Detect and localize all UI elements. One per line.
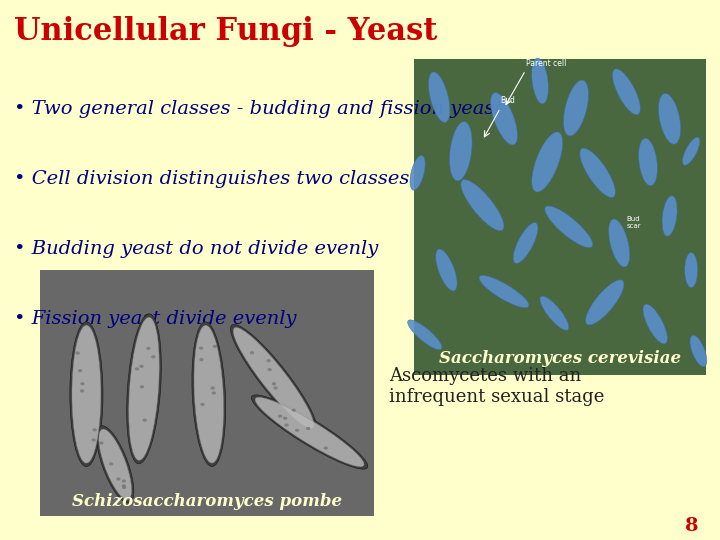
Ellipse shape: [109, 462, 113, 465]
Ellipse shape: [461, 180, 504, 231]
Ellipse shape: [93, 428, 97, 431]
Ellipse shape: [146, 347, 150, 350]
Ellipse shape: [81, 382, 85, 386]
Text: • Cell division distinguishes two classes: • Cell division distinguishes two classe…: [14, 170, 410, 188]
Ellipse shape: [274, 386, 278, 389]
Ellipse shape: [127, 314, 161, 464]
Text: Bud
scar: Bud scar: [626, 216, 641, 229]
Ellipse shape: [230, 325, 317, 431]
Ellipse shape: [251, 395, 368, 469]
Ellipse shape: [580, 148, 616, 198]
Ellipse shape: [143, 418, 147, 422]
Ellipse shape: [212, 392, 216, 395]
Ellipse shape: [135, 367, 139, 370]
Ellipse shape: [662, 196, 677, 236]
Text: 8: 8: [685, 517, 698, 535]
Ellipse shape: [140, 385, 144, 388]
Ellipse shape: [210, 387, 215, 390]
Ellipse shape: [122, 480, 126, 483]
Ellipse shape: [428, 72, 450, 123]
Ellipse shape: [122, 484, 126, 488]
Ellipse shape: [200, 403, 204, 406]
Ellipse shape: [513, 222, 538, 264]
Text: • Two general classes - budding and fission yeast: • Two general classes - budding and fiss…: [14, 100, 503, 118]
Ellipse shape: [250, 351, 254, 354]
Ellipse shape: [490, 93, 518, 145]
Ellipse shape: [306, 427, 310, 430]
Ellipse shape: [91, 438, 96, 442]
Ellipse shape: [479, 275, 529, 308]
Ellipse shape: [139, 364, 143, 368]
Ellipse shape: [613, 69, 640, 115]
Ellipse shape: [78, 369, 82, 372]
Ellipse shape: [99, 429, 132, 500]
Ellipse shape: [194, 326, 223, 463]
Text: Ascomycetes with an
infrequent sexual stage: Ascomycetes with an infrequent sexual st…: [389, 367, 604, 406]
Ellipse shape: [96, 426, 134, 503]
Ellipse shape: [683, 137, 700, 165]
Ellipse shape: [564, 80, 588, 136]
Ellipse shape: [192, 322, 225, 467]
Ellipse shape: [233, 327, 314, 429]
Ellipse shape: [283, 417, 287, 420]
Ellipse shape: [532, 132, 562, 192]
Ellipse shape: [295, 429, 300, 432]
Ellipse shape: [690, 335, 707, 367]
Ellipse shape: [323, 447, 328, 450]
Ellipse shape: [292, 408, 296, 411]
Ellipse shape: [408, 320, 442, 350]
Ellipse shape: [116, 477, 120, 481]
Ellipse shape: [70, 322, 103, 467]
Bar: [414, 59, 706, 375]
Text: Unicellular Fungi - Yeast: Unicellular Fungi - Yeast: [14, 16, 438, 47]
Ellipse shape: [410, 156, 426, 190]
Ellipse shape: [255, 397, 364, 467]
Ellipse shape: [639, 138, 657, 186]
Ellipse shape: [531, 58, 549, 104]
Ellipse shape: [643, 304, 667, 344]
Text: Parent cell: Parent cell: [526, 58, 566, 68]
Text: • Budding yeast do not divide evenly: • Budding yeast do not divide evenly: [14, 240, 379, 258]
Ellipse shape: [76, 352, 80, 355]
Text: • Fission yeast divide evenly: • Fission yeast divide evenly: [14, 310, 297, 328]
Ellipse shape: [129, 318, 159, 460]
Text: Saccharomyces cerevisiae: Saccharomyces cerevisiae: [438, 350, 681, 367]
Ellipse shape: [199, 347, 203, 350]
Ellipse shape: [585, 280, 624, 325]
Ellipse shape: [685, 252, 698, 287]
Ellipse shape: [122, 486, 126, 489]
Ellipse shape: [199, 358, 204, 361]
Ellipse shape: [659, 93, 680, 144]
Ellipse shape: [267, 368, 271, 371]
Ellipse shape: [436, 249, 457, 291]
Ellipse shape: [284, 423, 289, 427]
Ellipse shape: [545, 206, 593, 248]
Bar: [40, 270, 374, 516]
Ellipse shape: [608, 219, 630, 267]
Ellipse shape: [212, 345, 217, 348]
Ellipse shape: [278, 415, 282, 418]
Ellipse shape: [80, 389, 84, 393]
Ellipse shape: [449, 122, 472, 181]
Ellipse shape: [540, 296, 569, 330]
Text: Bud: Bud: [500, 96, 516, 105]
Ellipse shape: [271, 382, 276, 386]
Ellipse shape: [151, 355, 156, 359]
Ellipse shape: [72, 325, 101, 463]
Ellipse shape: [99, 441, 104, 444]
Text: Schizosaccharomyces pombe: Schizosaccharomyces pombe: [72, 494, 342, 510]
Ellipse shape: [266, 359, 271, 362]
